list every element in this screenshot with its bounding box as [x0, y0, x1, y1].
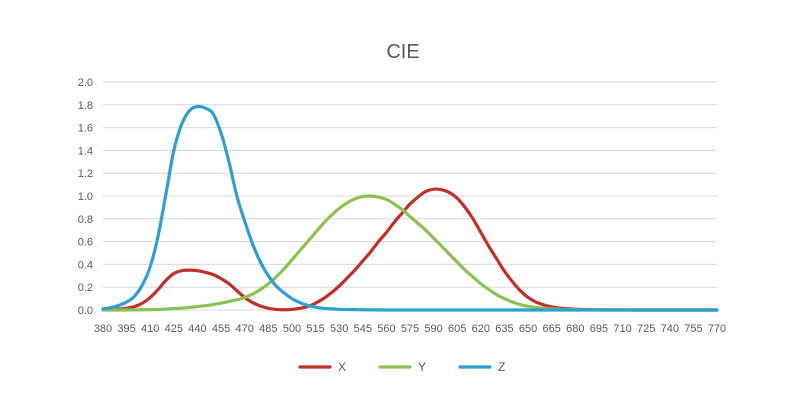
y-tick-label: 0.8 — [78, 214, 93, 226]
y-axis-tick-labels: 0.0 0.2 0.4 0.6 0.8 1.0 1.2 1.4 1.6 1.8 2.0 — [78, 77, 93, 317]
x-tick-label: 470 — [236, 323, 254, 335]
x-tick-label: 650 — [519, 323, 537, 335]
x-tick-label: 560 — [377, 323, 395, 335]
y-tick-label: 1.8 — [78, 100, 93, 112]
x-tick-label: 710 — [613, 323, 631, 335]
x-tick-label: 530 — [330, 323, 348, 335]
y-tick-label: 0.0 — [78, 305, 93, 317]
x-tick-label: 770 — [708, 323, 726, 335]
x-tick-label: 410 — [141, 323, 159, 335]
x-tick-label: 395 — [117, 323, 135, 335]
series-line-x — [101, 187, 719, 312]
legend-label: Y — [418, 360, 426, 374]
y-tick-label: 1.2 — [78, 168, 93, 180]
legend-label: X — [338, 360, 346, 374]
gridlines — [103, 81, 717, 311]
x-tick-label: 635 — [495, 323, 513, 335]
legend-item-z: Z — [458, 360, 505, 374]
y-tick-label: 0.4 — [78, 259, 93, 271]
x-tick-label: 740 — [661, 323, 679, 335]
legend-item-y: Y — [378, 360, 426, 374]
legend-label: Z — [498, 360, 505, 374]
x-tick-label: 665 — [543, 323, 561, 335]
x-tick-label: 590 — [424, 323, 442, 335]
x-tick-label: 500 — [283, 323, 301, 335]
x-tick-label: 485 — [259, 323, 277, 335]
series-line-z — [101, 104, 719, 312]
x-tick-label: 425 — [165, 323, 183, 335]
y-tick-label: 2.0 — [78, 77, 93, 89]
x-tick-label: 620 — [472, 323, 490, 335]
x-tick-label: 545 — [354, 323, 372, 335]
x-tick-label: 695 — [590, 323, 608, 335]
x-tick-label: 725 — [637, 323, 655, 335]
y-tick-label: 0.2 — [78, 282, 93, 294]
legend: X Y Z — [298, 360, 505, 374]
chart-title: CIE — [386, 41, 419, 63]
y-tick-label: 1.6 — [78, 123, 93, 135]
series-lines — [101, 104, 719, 312]
y-tick-label: 0.6 — [78, 237, 93, 249]
x-tick-label: 380 — [94, 323, 112, 335]
x-axis-tick-labels: 380 395 410 425 440 455 470 485 500 515 530 545 560 5… — [94, 323, 726, 335]
x-tick-label: 755 — [684, 323, 702, 335]
x-tick-label: 515 — [306, 323, 324, 335]
x-tick-label: 605 — [448, 323, 466, 335]
x-tick-label: 680 — [566, 323, 584, 335]
x-tick-label: 455 — [212, 323, 230, 335]
y-tick-label: 1.4 — [78, 145, 93, 157]
legend-item-x: X — [298, 360, 346, 374]
y-tick-label: 1.0 — [78, 191, 93, 203]
x-tick-label: 575 — [401, 323, 419, 335]
series-line-y — [101, 194, 719, 312]
x-tick-label: 440 — [188, 323, 206, 335]
